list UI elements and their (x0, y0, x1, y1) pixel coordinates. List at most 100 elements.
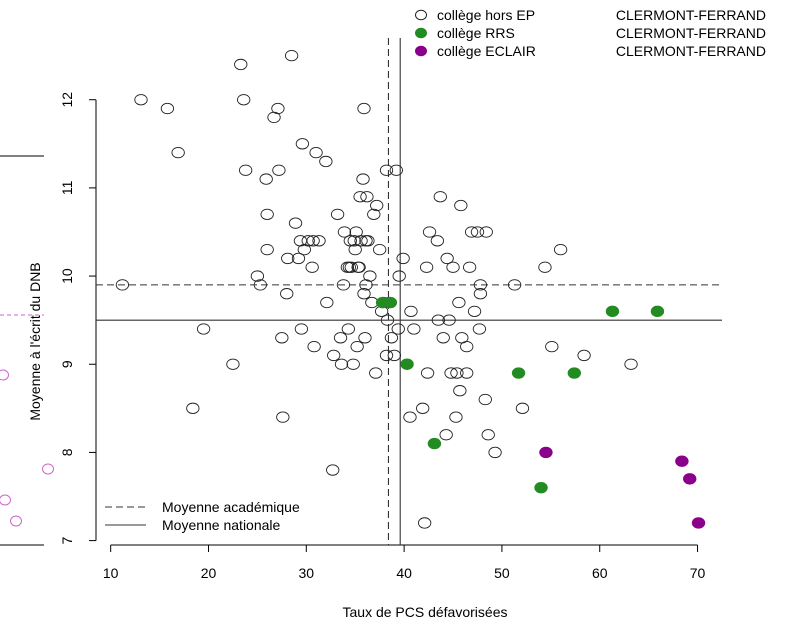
data-point-hors (319, 155, 333, 168)
data-point-hors (337, 226, 352, 238)
y-axis-label: Moyenne à l'écrit du DNB (27, 262, 43, 420)
data-point-hors (446, 261, 460, 273)
data-point-eclair (683, 473, 697, 485)
legend-group-label: collège hors EP (437, 7, 535, 23)
data-point-hors (624, 358, 638, 370)
data-point-rrs (534, 481, 548, 494)
data-point-rrs (511, 367, 526, 379)
data-point-hors (454, 199, 468, 212)
fragment-point (42, 463, 54, 475)
fragment-point (10, 515, 22, 527)
data-point-hors (250, 270, 265, 282)
x-tick-label: 70 (690, 565, 706, 581)
data-point-hors (295, 138, 310, 150)
data-point-hors (344, 261, 358, 273)
x-axis-label: Taux de PCS défavorisées (343, 604, 508, 620)
legend-city-label: CLERMONT-FERRAND (616, 7, 766, 23)
data-point-hors (237, 94, 251, 106)
data-point-hors (577, 349, 591, 362)
data-point-hors (333, 332, 348, 344)
data-point-hors (396, 252, 410, 265)
y-tick-label: 11 (59, 180, 75, 195)
data-point-hors (301, 235, 315, 247)
x-tick-label: 40 (396, 565, 412, 581)
data-point-hors (291, 252, 306, 265)
data-point-hors (356, 173, 370, 185)
data-point-hors (348, 243, 362, 256)
data-point-hors (538, 261, 552, 273)
data-point-hors (384, 332, 399, 344)
data-point-rrs (567, 367, 582, 379)
data-points (115, 49, 706, 529)
data-point-hors (326, 464, 340, 476)
data-point-hors (276, 411, 290, 423)
data-point-hors (450, 367, 464, 379)
data-point-hors (422, 226, 437, 238)
data-point-hors (309, 146, 323, 159)
data-point-hors (472, 323, 487, 335)
data-point-hors (281, 252, 295, 265)
data-point-hors (379, 349, 394, 362)
data-point-hors (350, 340, 364, 353)
data-point-hors (346, 358, 360, 370)
data-point-hors (260, 208, 274, 220)
fragment-point (0, 494, 11, 506)
data-point-rrs (605, 305, 620, 318)
data-point-hors (452, 296, 466, 309)
data-point-hors (488, 446, 502, 459)
data-point-hors (403, 411, 417, 423)
legend-marker-hors (415, 9, 427, 21)
data-point-hors (453, 385, 467, 397)
data-point-hors (353, 191, 367, 203)
data-point-hors (367, 208, 381, 220)
data-point-rrs (427, 437, 442, 450)
data-point-hors (473, 279, 488, 291)
data-point-hors (275, 332, 289, 344)
data-point-hors (387, 349, 401, 362)
data-point-hors (288, 217, 303, 229)
data-point-hors (373, 243, 387, 256)
y-tick-label: 7 (59, 536, 75, 544)
data-point-hors (417, 517, 432, 529)
data-point-hors (392, 270, 406, 282)
data-point-hors (352, 261, 366, 273)
data-point-hors (470, 226, 485, 238)
data-point-hors (380, 314, 395, 326)
data-point-rrs (383, 296, 398, 309)
data-point-hors (553, 243, 568, 256)
legend-city-label: CLERMONT-FERRAND (616, 43, 766, 59)
legend-line-label: Moyenne académique (162, 499, 300, 515)
data-point-hors (357, 288, 371, 300)
x-tick-label: 20 (201, 565, 217, 581)
data-point-hors (363, 270, 377, 282)
data-point-hors (449, 411, 463, 423)
data-point-hors (464, 226, 479, 238)
data-point-hors (545, 340, 559, 353)
data-point-eclair (691, 517, 706, 529)
data-point-hors (369, 367, 383, 379)
data-point-hors (462, 261, 477, 273)
legend-group-label: collège ECLAIR (437, 43, 536, 59)
legend-marker-eclair (415, 45, 427, 57)
data-point-hors (134, 94, 148, 106)
y-tick-label: 10 (59, 268, 75, 284)
data-point-hors (439, 429, 453, 441)
data-point-hors (336, 279, 351, 291)
data-point-hors (284, 49, 299, 62)
data-point-hors (272, 164, 286, 176)
y-tick-label: 8 (59, 448, 75, 456)
data-point-hors (330, 208, 345, 220)
reference-lines (96, 38, 722, 545)
data-point-hors (171, 146, 185, 159)
data-point-hors (357, 102, 371, 115)
data-point-hors (370, 199, 384, 212)
data-point-hors (507, 279, 522, 291)
data-point-hors (416, 402, 430, 414)
left-panel-fragment (0, 155, 54, 546)
data-point-hors (226, 358, 240, 370)
y-tick-label: 12 (59, 92, 75, 108)
data-point-hors (431, 314, 445, 326)
data-point-hors (430, 235, 445, 247)
x-tick-label: 30 (299, 565, 315, 581)
data-point-hors (391, 323, 405, 335)
